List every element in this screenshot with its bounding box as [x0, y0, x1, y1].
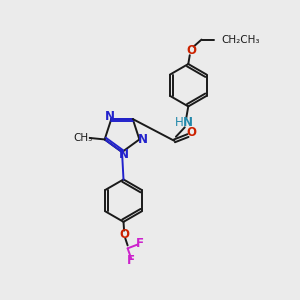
Text: O: O [187, 126, 196, 139]
Text: CH₃: CH₃ [74, 133, 93, 143]
Text: H: H [175, 116, 184, 129]
Text: O: O [186, 44, 196, 57]
Text: F: F [136, 236, 144, 250]
Text: N: N [118, 148, 128, 161]
Text: N: N [138, 133, 148, 146]
Text: F: F [127, 254, 135, 267]
Text: O: O [120, 228, 130, 241]
Text: CH₂CH₃: CH₂CH₃ [221, 34, 260, 45]
Text: N: N [183, 116, 193, 129]
Text: N: N [105, 110, 115, 123]
